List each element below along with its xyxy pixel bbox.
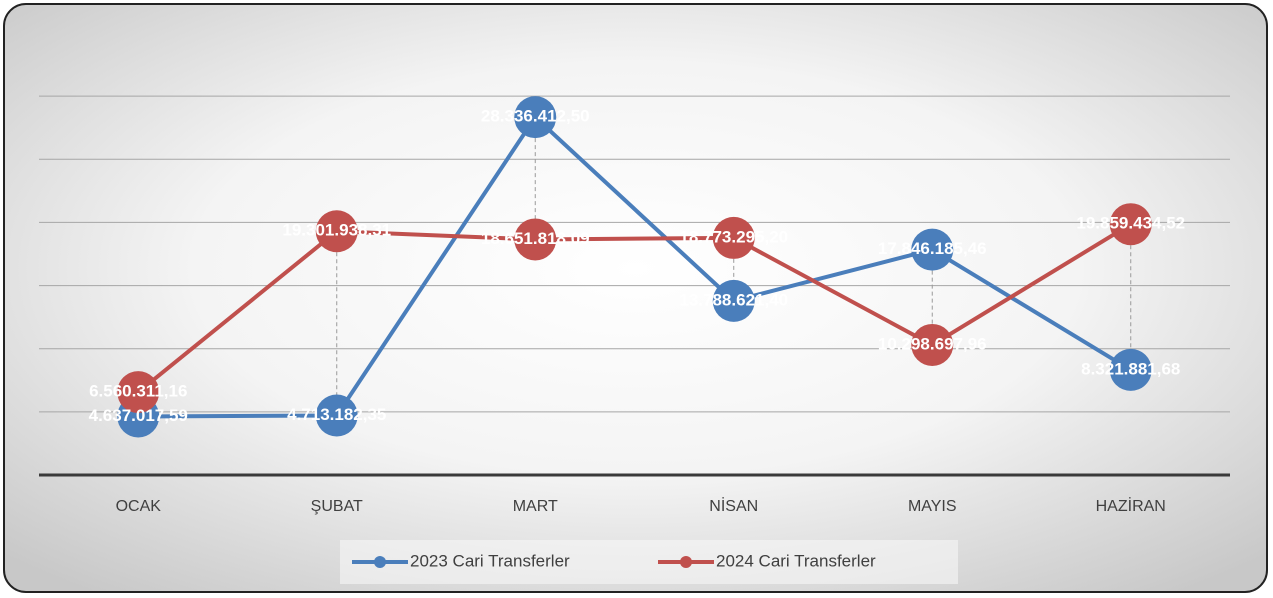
point (1109, 348, 1152, 391)
data-label: 4.637.017,59 (89, 406, 188, 425)
legend-marker (374, 556, 386, 568)
legend-label: 2024 Cari Transferler (716, 551, 876, 570)
x-tick-label: MAYIS (908, 498, 957, 515)
series-line (136, 222, 1132, 394)
data-label: 19.301.938,31 (282, 221, 391, 240)
data-label: 18.773.295,20 (679, 227, 788, 246)
point (514, 218, 557, 261)
legend-marker (680, 556, 692, 568)
point (1109, 203, 1152, 246)
x-tick-label: HAZİRAN (1096, 496, 1166, 515)
point (315, 394, 358, 437)
data-label: 17.846.185,46 (878, 239, 987, 258)
card (3, 3, 1268, 593)
point (911, 323, 954, 366)
point (117, 371, 160, 414)
data-label: 10.298.697,96 (878, 334, 987, 353)
data-label: 19.859.434,52 (1076, 214, 1185, 233)
point (712, 216, 755, 259)
point (712, 279, 755, 322)
data-label: 28.336.412,50 (481, 107, 590, 126)
data-label: 6.560.311,16 (89, 382, 187, 401)
point (911, 228, 954, 271)
data-label: 4.713.182,35 (287, 405, 386, 424)
data-label: 13.788.621,40 (679, 290, 788, 309)
x-tick-label: OCAK (116, 498, 162, 515)
x-tick-label: NİSAN (709, 496, 758, 515)
legend-label: 2023 Cari Transferler (410, 551, 570, 570)
x-tick-label: MART (513, 498, 558, 515)
data-label: 8.321.881,68 (1081, 359, 1180, 378)
data-label: 18.651.818,09 (481, 229, 590, 248)
point (315, 210, 358, 253)
point (514, 96, 557, 139)
x-tick-label: ŞUBAT (311, 498, 363, 515)
series-line (138, 115, 1132, 419)
legend-box (340, 540, 958, 584)
